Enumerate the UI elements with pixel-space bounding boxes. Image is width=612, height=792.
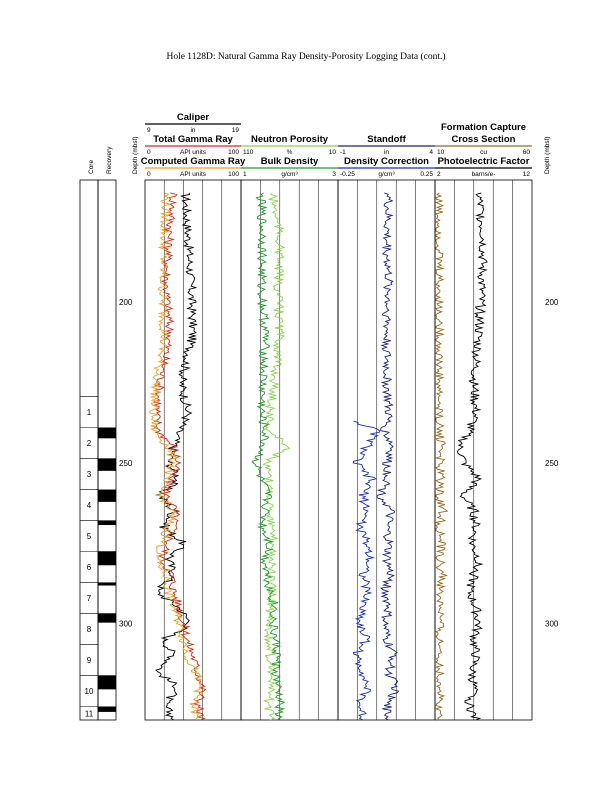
track-4-frame xyxy=(434,179,533,721)
recovery-bar xyxy=(98,613,116,623)
depth-tick-right: 250 xyxy=(545,459,559,468)
depth-tick-left: 200 xyxy=(119,298,133,307)
depth-tick-right: 300 xyxy=(545,620,559,629)
header-max: 4 xyxy=(429,149,433,156)
curve-density-correction xyxy=(352,420,380,721)
header-unit: cu xyxy=(480,149,487,156)
recovery-bar xyxy=(98,706,116,712)
header-title: Caliper xyxy=(177,112,210,123)
header-min: 10 xyxy=(437,149,445,156)
core-label-9: 9 xyxy=(87,656,92,665)
curve-photoelectric-factor xyxy=(457,192,488,721)
core-label-3: 3 xyxy=(87,470,92,479)
track-1-frame xyxy=(144,179,242,721)
recovery-bar xyxy=(98,582,116,586)
header-min: -0.25 xyxy=(340,171,355,178)
header-min: -1 xyxy=(340,149,346,156)
core-label-2: 2 xyxy=(87,439,92,448)
recovery-bar xyxy=(98,427,116,439)
header-max: 19 xyxy=(232,127,240,134)
recovery-column xyxy=(97,179,117,721)
core-label-10: 10 xyxy=(85,687,94,696)
header-title: Photoelectric Factor xyxy=(438,156,530,167)
header-max: 0.25 xyxy=(420,171,433,178)
recovery-bar xyxy=(98,458,116,471)
core-label-8: 8 xyxy=(87,625,92,634)
header-min: 110 xyxy=(243,149,254,156)
header-title: Standoff xyxy=(367,134,406,145)
depth-tick-left: 300 xyxy=(119,620,133,629)
depth-tick-right: 200 xyxy=(545,298,559,307)
recovery-bar xyxy=(98,520,116,526)
curve-computed-gamma-ray xyxy=(149,192,204,721)
header-min: 0 xyxy=(147,171,151,178)
curve-formation-capture-cross-section xyxy=(434,192,449,721)
curve-standoff xyxy=(376,192,400,721)
recovery-label: Recovery xyxy=(106,146,113,174)
header-title: Neutron Porosity xyxy=(251,134,329,145)
header-unit: in xyxy=(190,127,195,134)
header-unit: g/cm³ xyxy=(378,171,395,178)
curve-bulk-density xyxy=(251,192,286,721)
header-unit: API units xyxy=(180,149,207,156)
header-title: Formation Capture Cross Section xyxy=(441,122,526,145)
header-unit: g/cm³ xyxy=(281,171,298,178)
curve-neutron-porosity xyxy=(262,192,291,721)
curve-total-gamma-ray xyxy=(152,192,207,721)
core-label-6: 6 xyxy=(87,563,92,572)
header-min: 1 xyxy=(243,171,247,178)
header-unit: API units xyxy=(180,171,207,178)
header-title: Density Correction xyxy=(344,156,429,167)
header-unit: in xyxy=(384,149,389,156)
recovery-bar xyxy=(98,675,116,690)
recovery-bar xyxy=(98,551,116,566)
core-label-5: 5 xyxy=(87,532,92,541)
recovery-bar xyxy=(98,489,116,502)
page-title: Hole 1128D: Natural Gamma Ray Density-Po… xyxy=(166,52,446,62)
header-title: Total Gamma Ray xyxy=(153,134,233,145)
depth-label-right: Depth (mbsf) xyxy=(544,136,551,174)
header-max: 3 xyxy=(332,171,336,178)
header-unit: % xyxy=(287,149,293,156)
header-title: Bulk Density xyxy=(261,156,319,167)
header-unit: barns/e- xyxy=(472,171,496,178)
track-2-frame xyxy=(240,179,339,721)
curve-caliper xyxy=(154,192,198,721)
header-max: 100 xyxy=(228,149,239,156)
depth-label-left: Depth (mbsf) xyxy=(132,136,139,174)
depth-tick-left: 250 xyxy=(119,459,133,468)
header-min: 2 xyxy=(437,171,441,178)
header-min: 0 xyxy=(147,149,151,156)
header-max: 10 xyxy=(329,149,337,156)
core-column xyxy=(79,179,99,721)
header-title-line1: Formation Capture xyxy=(441,122,526,133)
core-label-7: 7 xyxy=(87,594,92,603)
core-label-1: 1 xyxy=(87,408,92,417)
core-label-4: 4 xyxy=(87,501,92,510)
header-max: 12 xyxy=(523,171,531,178)
header-title-line2: Cross Section xyxy=(452,134,516,145)
header-max: 100 xyxy=(228,171,239,178)
core-label: Core xyxy=(88,160,95,174)
header-min: 9 xyxy=(147,127,151,134)
core-label-11: 11 xyxy=(85,709,94,718)
header-title: Computed Gamma Ray xyxy=(141,156,246,167)
header-max: 60 xyxy=(523,149,531,156)
